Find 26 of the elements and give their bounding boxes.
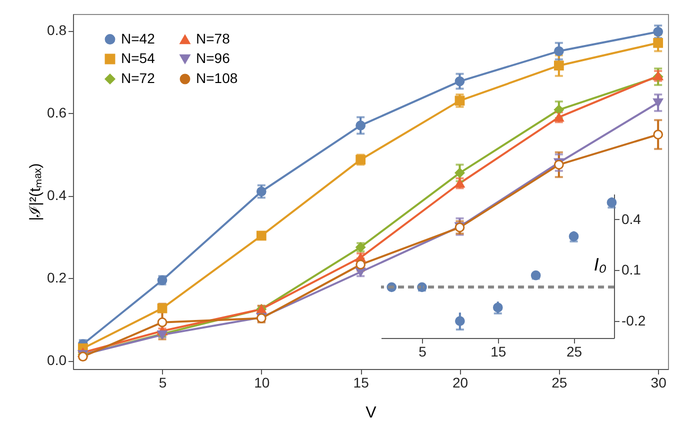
- y-axis-title: |ℐ|²(tₘₐₓ): [27, 163, 44, 221]
- x-tick-label: 30: [650, 374, 667, 390]
- legend-label: N=72: [121, 70, 156, 86]
- legend-label: N=96: [196, 50, 230, 66]
- y-tick-label: 0.6: [47, 104, 67, 121]
- x-tick-label: 10: [254, 374, 270, 390]
- x-tick-label: 25: [552, 374, 568, 390]
- x-axis-title: V: [366, 404, 377, 422]
- y-tick-label: 0.4: [622, 210, 642, 227]
- y-axis-title: I₀: [594, 254, 607, 274]
- x-tick-label: 15: [353, 374, 370, 390]
- x-tick-label: 5: [418, 344, 427, 360]
- legend-label: N=108: [196, 70, 238, 86]
- y-tick-label: 0.1: [622, 262, 642, 278]
- x-tick-label: 15: [490, 344, 506, 360]
- x-tick-label: 25: [566, 344, 582, 360]
- x-tick-label: 5: [158, 374, 167, 390]
- y-tick-label: 0.4: [47, 187, 67, 204]
- y-tick-label: 0.0: [47, 352, 67, 368]
- y-tick-label: -0.2: [622, 312, 646, 329]
- legend-label: N=78: [196, 30, 230, 46]
- x-tick-label: 20: [452, 374, 468, 390]
- legend-label: N=54: [121, 50, 156, 66]
- y-tick-label: 0.2: [47, 270, 67, 286]
- legend-label: N=42: [121, 30, 156, 46]
- y-tick-label: 0.8: [47, 22, 67, 38]
